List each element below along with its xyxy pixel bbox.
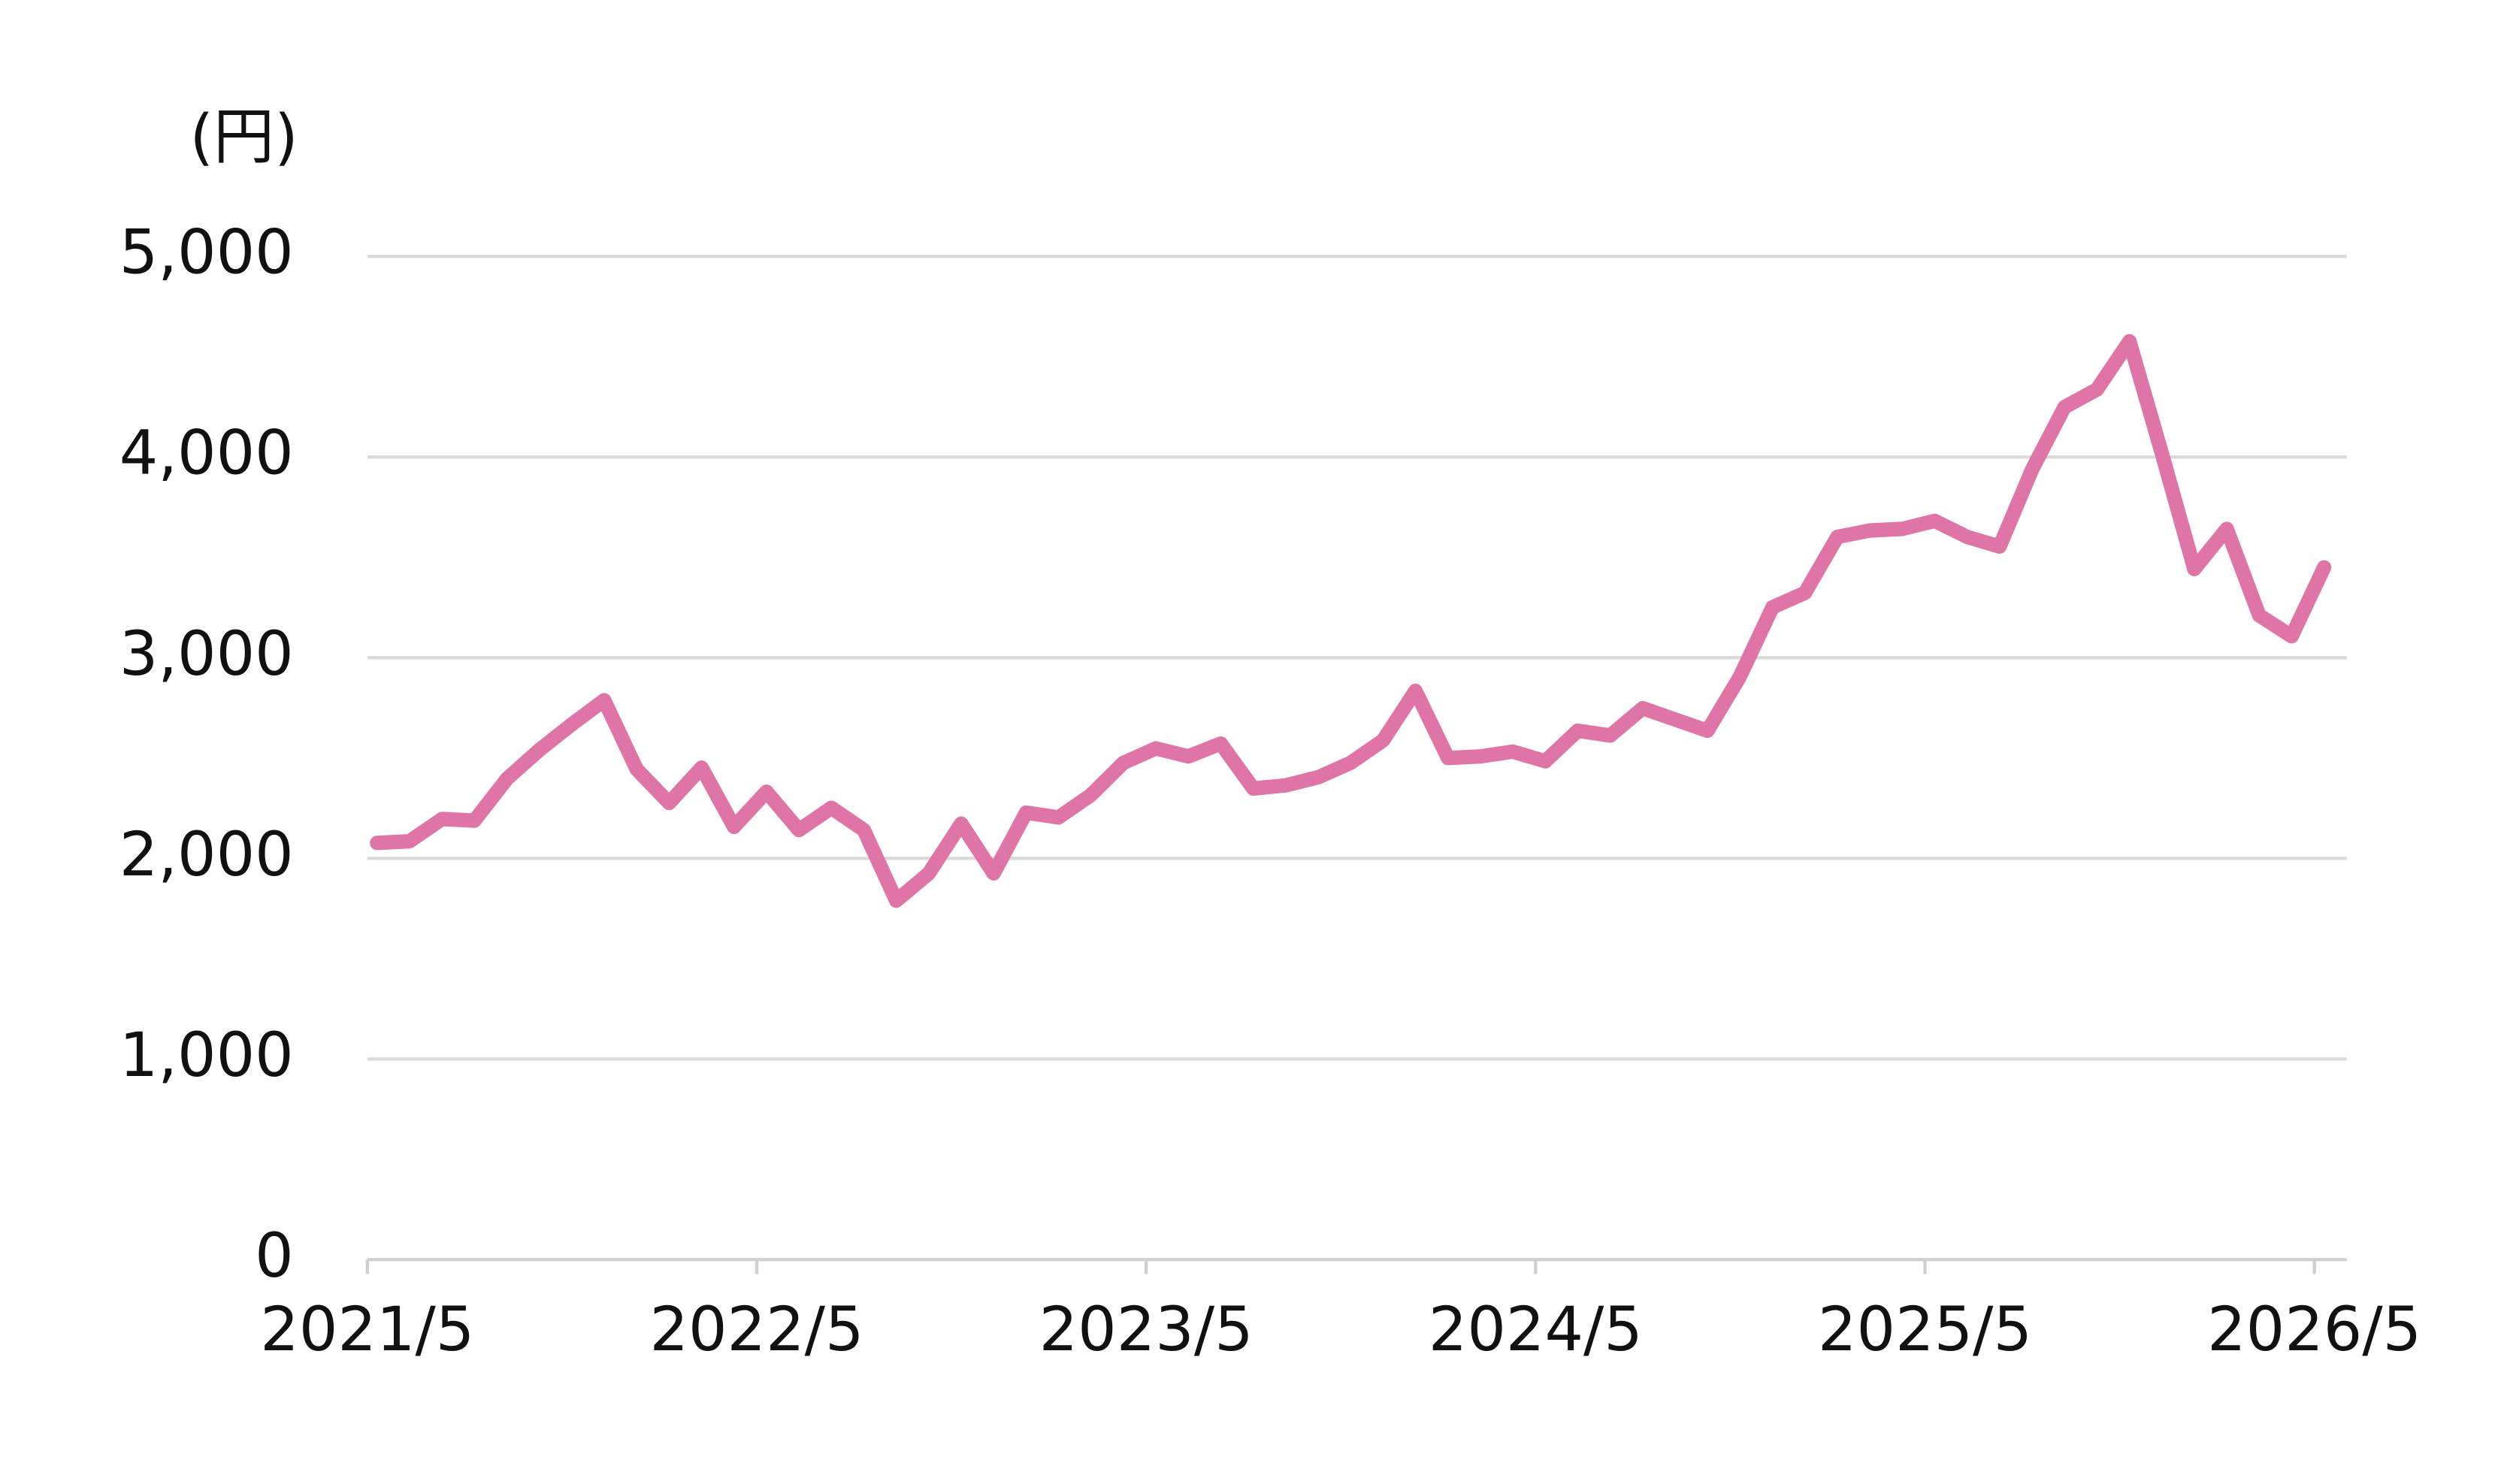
x-tick-label: 2023/5 bbox=[1039, 1295, 1254, 1365]
x-tick-label: 2024/5 bbox=[1429, 1295, 1643, 1365]
y-axis-label: (円) bbox=[189, 102, 298, 173]
line-series bbox=[370, 334, 2332, 908]
y-tick-label: 5,000 bbox=[119, 218, 294, 289]
x-tick-label: 2022/5 bbox=[649, 1295, 863, 1365]
y-tick-label: 2,000 bbox=[119, 820, 294, 890]
y-tick-label: 0 bbox=[255, 1221, 294, 1292]
y-tick-label: 4,000 bbox=[119, 419, 294, 489]
y-tick-label: 3,000 bbox=[119, 619, 294, 690]
x-tick-label: 2021/5 bbox=[260, 1295, 474, 1365]
x-tick-label: 2026/5 bbox=[2207, 1295, 2421, 1365]
x-tick-label: 2025/5 bbox=[1818, 1295, 2032, 1365]
y-tick-label: 1,000 bbox=[119, 1020, 294, 1091]
